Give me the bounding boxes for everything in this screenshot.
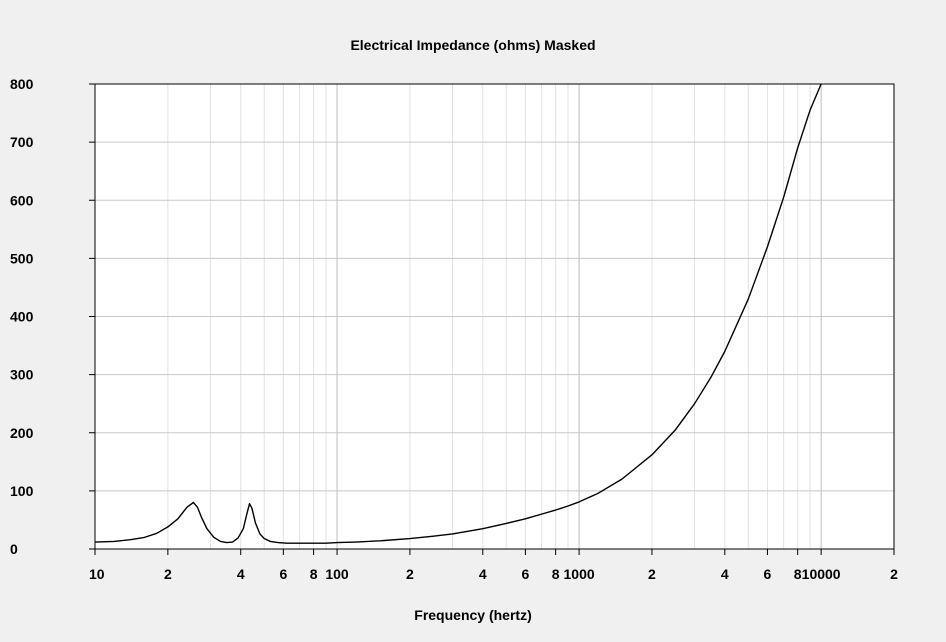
x-tick-label: 4: [721, 566, 729, 582]
x-tick-label: 8: [794, 566, 802, 582]
x-tick-label: 4: [479, 566, 487, 582]
impedance-curve: [94, 83, 822, 544]
x-tick-label: 2: [164, 566, 172, 582]
x-tick-label: 8: [310, 566, 318, 582]
x-axis-label: Frequency (hertz): [414, 607, 532, 623]
plot-border: [94, 83, 895, 550]
y-tick-label: 600: [10, 192, 34, 208]
y-tick-label: 300: [10, 367, 34, 383]
y-tick-label: 200: [10, 425, 34, 441]
x-tick-label: 100: [325, 566, 349, 582]
chart-title: Electrical Impedance (ohms) Masked: [350, 37, 596, 53]
x-tick-label: 2: [406, 566, 414, 582]
x-tick-label: 6: [521, 566, 529, 582]
y-tick-label: 0: [10, 541, 18, 557]
y-tick-label: 800: [10, 76, 34, 92]
y-tick-label: 500: [10, 250, 34, 266]
x-tick-label: 10000: [802, 566, 841, 582]
x-tick-label: 10: [89, 566, 105, 582]
x-tick-label: 8: [552, 566, 560, 582]
x-tick-label: 4: [237, 566, 245, 582]
x-tick-label: 6: [764, 566, 772, 582]
x-tick-label: 2: [890, 566, 898, 582]
x-tick-label: 2: [648, 566, 656, 582]
y-tick-label: 700: [10, 134, 34, 150]
x-tick-label: 1000: [564, 566, 595, 582]
x-tick-label: 6: [279, 566, 287, 582]
y-tick-label: 100: [10, 483, 34, 499]
y-tick-label: 400: [10, 309, 34, 325]
